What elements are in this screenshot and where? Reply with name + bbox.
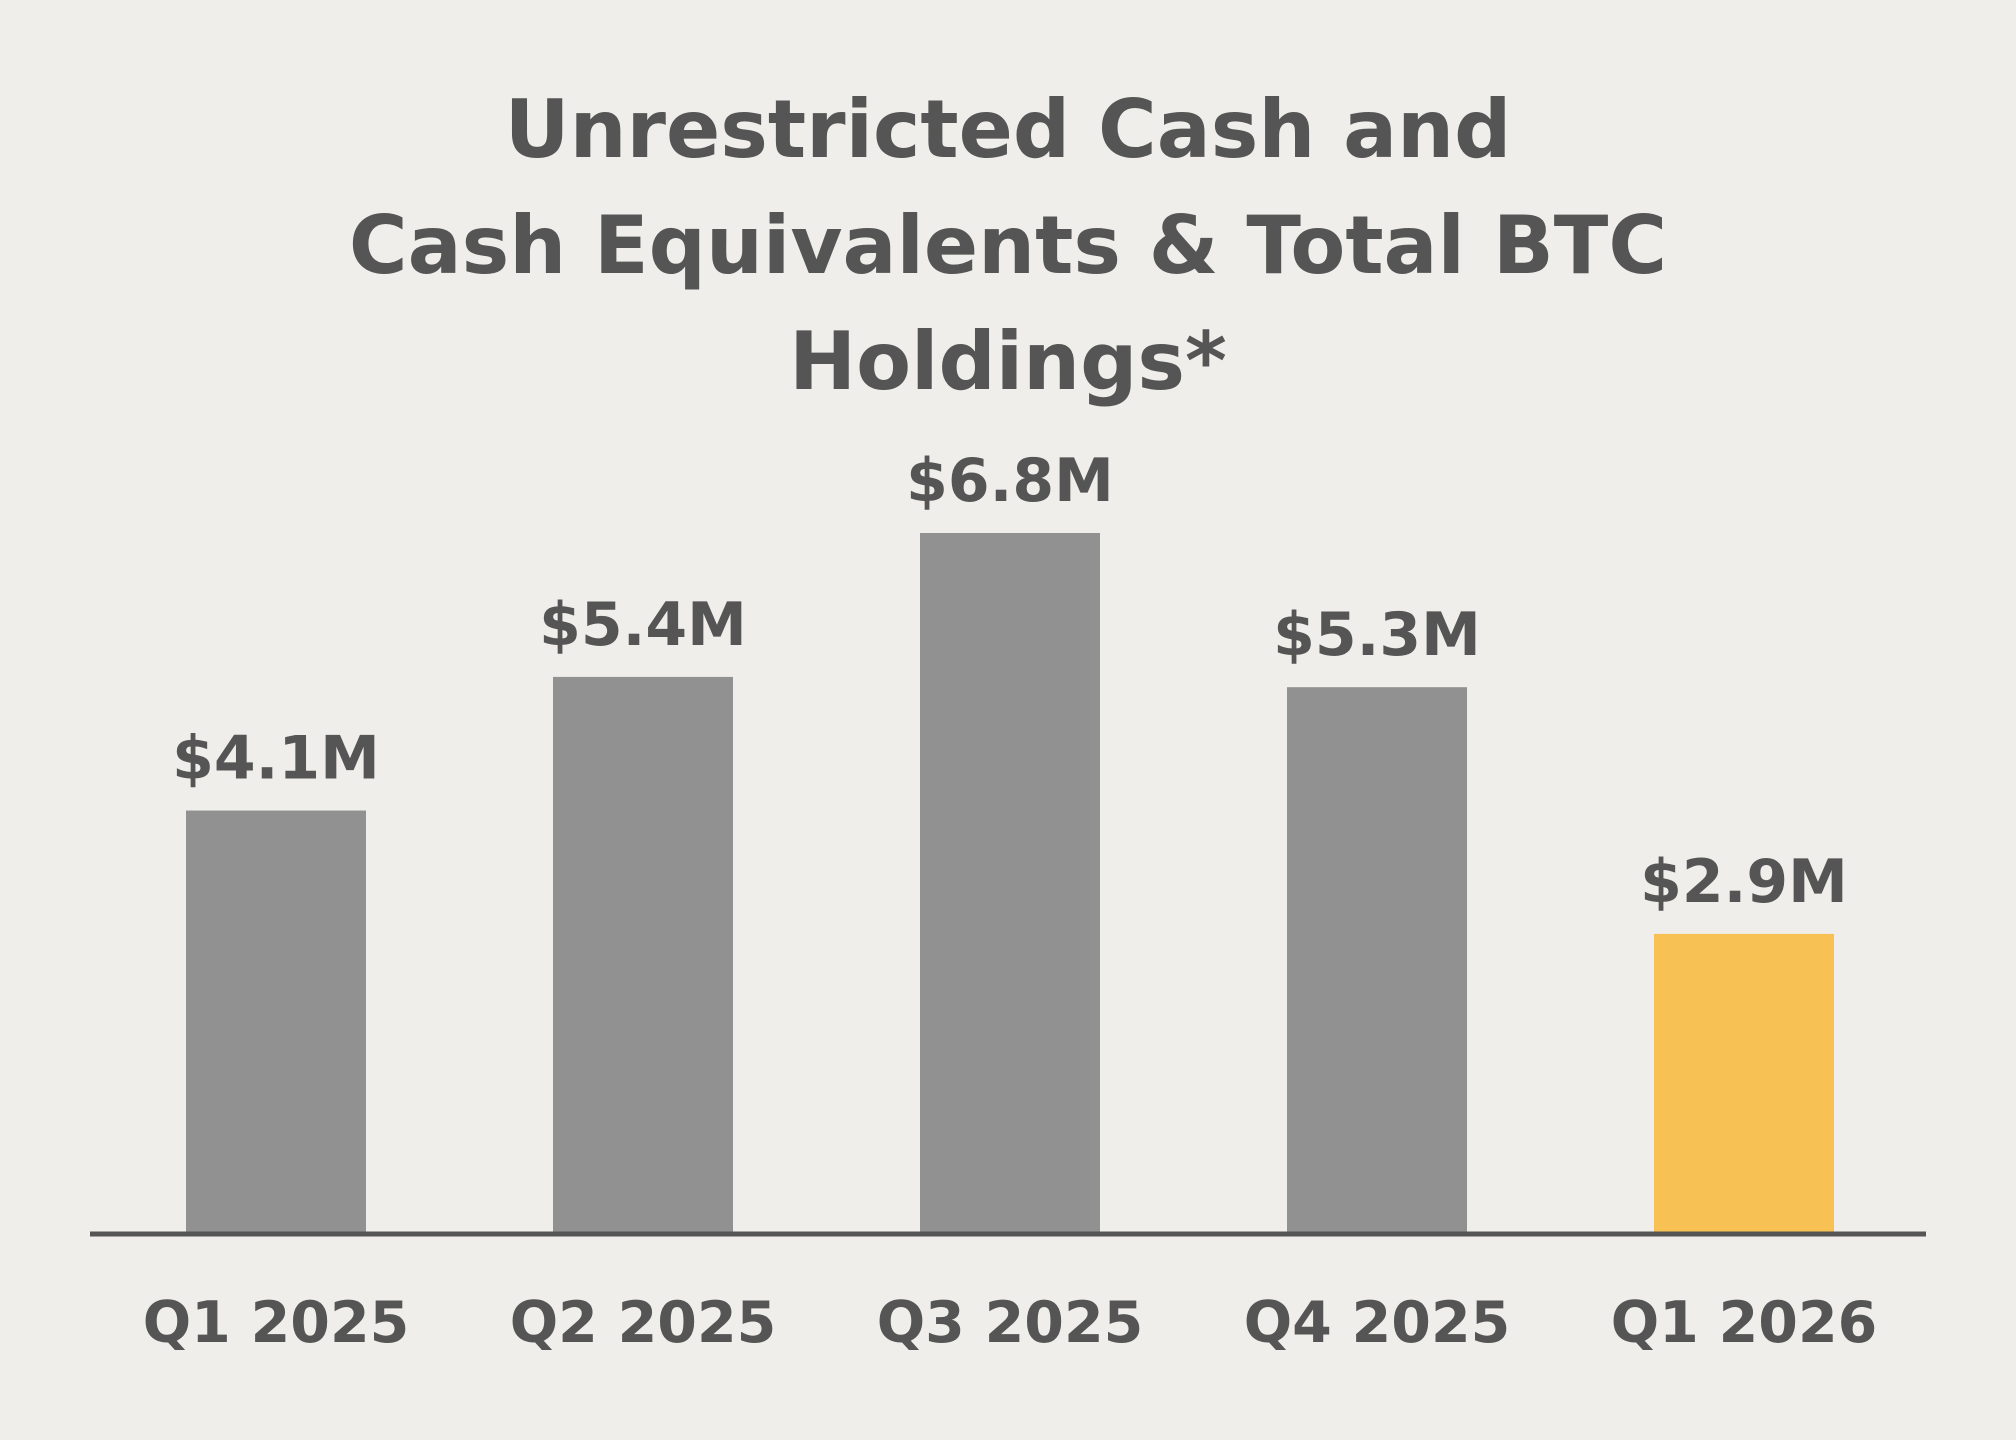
category-label: Q2 2025	[510, 1290, 777, 1356]
category-label: Q3 2025	[877, 1290, 1144, 1356]
chart-title-line-1: Unrestricted Cash and	[504, 83, 1512, 176]
chart-title-line-2: Cash Equivalents & Total BTC	[348, 199, 1668, 292]
value-label: $4.1M	[172, 724, 380, 794]
chart-title: Unrestricted Cash and Cash Equivalents &…	[0, 72, 2016, 420]
value-labels-group: $4.1M $5.4M $6.8M $5.3M $2.9M	[172, 446, 1848, 917]
bar-q1-2025	[186, 810, 366, 1232]
bar-q4-2025	[1287, 687, 1467, 1232]
value-label: $5.4M	[539, 590, 747, 660]
bars-group	[186, 533, 1834, 1232]
bar-q1-2026	[1654, 933, 1834, 1232]
value-label: $6.8M	[906, 446, 1114, 516]
category-label: Q1 2025	[143, 1290, 410, 1356]
value-label: $5.3M	[1273, 600, 1481, 670]
category-label: Q1 2026	[1611, 1290, 1878, 1356]
value-label: $2.9M	[1640, 847, 1848, 917]
bar-q3-2025	[920, 533, 1100, 1232]
bar-q2-2025	[553, 676, 733, 1232]
category-label: Q4 2025	[1244, 1290, 1511, 1356]
chart-title-line-3: Holdings*	[789, 315, 1227, 408]
category-labels-group: Q1 2025 Q2 2025 Q3 2025 Q4 2025 Q1 2026	[143, 1290, 1878, 1356]
